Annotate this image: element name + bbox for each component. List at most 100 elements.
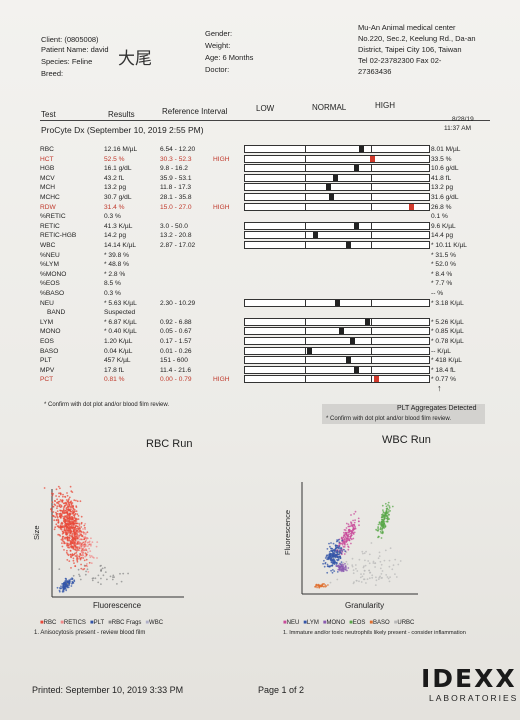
eos-dot: [381, 504, 384, 507]
reference-interval: 0.01 - 0.26: [160, 347, 192, 355]
neu-dot: [349, 536, 352, 539]
range-divider: [371, 318, 373, 325]
rbc-dot: [69, 553, 72, 556]
urbc-dot: [363, 565, 365, 568]
range-divider: [304, 174, 306, 181]
rbc-dot: [64, 538, 66, 540]
range-marker: [335, 299, 340, 306]
previous-result: * 10.11 K/µL: [431, 242, 467, 249]
previous-result: * 0.78 K/µL: [431, 338, 464, 345]
age: Age: 6 Months: [205, 53, 254, 62]
eos-dot: [383, 518, 386, 520]
range-bar: [244, 164, 430, 173]
previous-result: 14.4 pg: [431, 232, 453, 240]
range-marker: [374, 376, 380, 383]
neu-dot: [350, 542, 352, 545]
test-name: %MONO: [40, 270, 67, 278]
neu-dot: [358, 524, 360, 527]
legend-swatch: ■: [60, 620, 64, 626]
previous-result: * 52.0 %: [431, 261, 456, 269]
urbc-dot: [352, 572, 355, 575]
urbc-dot: [399, 560, 402, 562]
retic-dot: [91, 541, 94, 543]
neu-dot: [340, 537, 343, 540]
rbc-dot: [76, 560, 79, 563]
col-low: LOW: [256, 104, 275, 113]
previous-result: * 18.4 fL: [431, 366, 456, 374]
rbc-frag-dot: [100, 577, 102, 580]
plt-dot: [61, 583, 63, 585]
lym-dot: [326, 563, 329, 566]
urbc-dot: [372, 562, 375, 564]
test-result: Suspected: [104, 309, 136, 317]
test-result: 43.2 fL: [104, 174, 125, 182]
neu-dot: [357, 517, 360, 520]
eos-dot: [380, 525, 383, 527]
rbc-dot: [58, 534, 61, 536]
rbc-frag-dot: [116, 583, 118, 585]
eos-dot: [379, 523, 381, 525]
clinic-line-1: Mu-An Animal medical center: [358, 23, 456, 32]
lym-dot: [323, 565, 326, 568]
test-result: * 2.8 %: [104, 270, 126, 278]
rbc-dot: [67, 515, 69, 517]
rbc-dot: [55, 511, 57, 514]
range-bar: [244, 346, 430, 355]
urbc-dot: [375, 576, 377, 579]
range-bar: [244, 365, 430, 374]
rbc-dot: [66, 523, 69, 526]
mono-dot: [340, 568, 343, 571]
rbc-dot: [70, 546, 73, 549]
plt-dot: [64, 577, 67, 580]
range-divider: [371, 338, 373, 344]
notes-box: [322, 404, 485, 424]
rbc-dot: [76, 522, 78, 525]
range-divider: [304, 242, 306, 248]
result-row-rdw: RDW 31.4 % 15.0 - 27.0 HIGH 26.8 %: [0, 202, 520, 212]
test-name: WBC: [40, 242, 56, 249]
rbc-dot: [56, 525, 59, 528]
legend-swatch: ■: [393, 620, 398, 626]
range-divider: [304, 146, 306, 152]
legend-label: RBC Frags: [111, 620, 142, 626]
eos-dot: [387, 501, 390, 504]
rbc-dot: [62, 502, 65, 505]
rbc-dot: [71, 554, 74, 557]
handwritten-name: 大尾: [118, 49, 152, 69]
retic-dot: [87, 571, 90, 573]
plt-dot: [73, 579, 76, 582]
rbc-legend: ■RBC ■RETICS ■PLT ■RBC Frags ■WBC: [40, 620, 167, 626]
result-row--lym: %LYM * 48.8 % * 52.0 %: [0, 260, 520, 269]
neu-dot: [343, 533, 346, 536]
range-bar: [244, 356, 430, 365]
lym-dot: [331, 571, 334, 574]
urbc-dot: [371, 576, 374, 579]
rbc-dot: [50, 508, 53, 511]
range-divider: [304, 347, 306, 354]
rbc-dot: [66, 519, 69, 521]
rbc-dot: [72, 505, 74, 508]
baso-dot: [325, 585, 328, 587]
test-name: HCT: [40, 155, 54, 163]
eos-dot: [385, 510, 388, 513]
lym-dot: [336, 571, 339, 573]
lym-dot: [330, 542, 332, 544]
lym-dot: [336, 558, 338, 561]
rbc-frag-dot: [100, 564, 102, 567]
rbc-dot: [71, 512, 74, 515]
neu-dot: [343, 531, 345, 534]
test-result: 0.3 %: [104, 290, 121, 297]
urbc-dot: [355, 579, 358, 582]
urbc-dot: [380, 573, 383, 575]
test-name: RBC: [40, 146, 54, 153]
neu-dot: [350, 538, 353, 541]
reference-interval: 0.05 - 0.67: [160, 328, 192, 336]
rbc-dot: [74, 522, 76, 525]
test-name: MCHC: [40, 194, 60, 201]
lym-dot: [324, 562, 327, 565]
plt-dot: [68, 582, 71, 585]
retic-dot: [78, 538, 81, 541]
patient-name: Patient Name: david: [41, 45, 109, 54]
test-result: 0.04 K/µL: [104, 347, 133, 355]
reference-interval: 151 - 600: [160, 357, 188, 365]
